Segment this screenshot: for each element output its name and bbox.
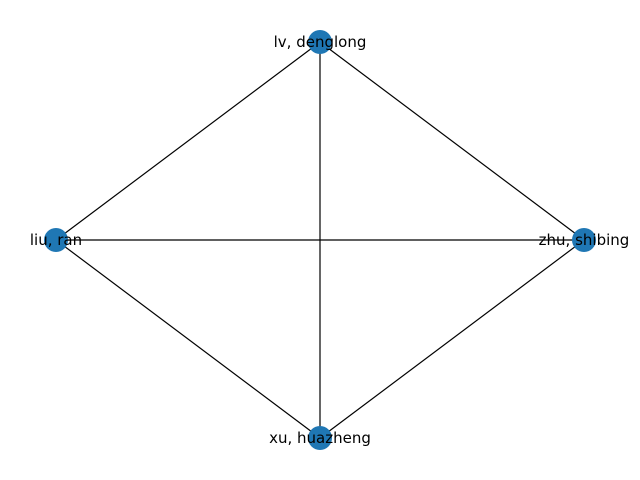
node-label-lv: lv, denglong xyxy=(274,33,367,51)
node-label-xu: xu, huazheng xyxy=(269,429,371,447)
node-xu xyxy=(308,426,332,450)
edge-liu-xu xyxy=(55,239,321,439)
labels-layer: lv, denglong liu, ran zhu, shibing xu, huaz… xyxy=(30,33,629,447)
node-lv xyxy=(308,30,332,54)
edge-lv-zhu xyxy=(319,41,585,241)
edge-lv-liu xyxy=(55,41,321,241)
node-label-zhu: zhu, shibing xyxy=(539,231,630,249)
node-label-liu: liu, ran xyxy=(30,231,82,249)
node-zhu xyxy=(572,228,596,252)
edges-layer xyxy=(55,41,585,439)
node-liu xyxy=(44,228,68,252)
edge-zhu-xu xyxy=(319,239,585,439)
nodes-layer xyxy=(44,30,596,450)
